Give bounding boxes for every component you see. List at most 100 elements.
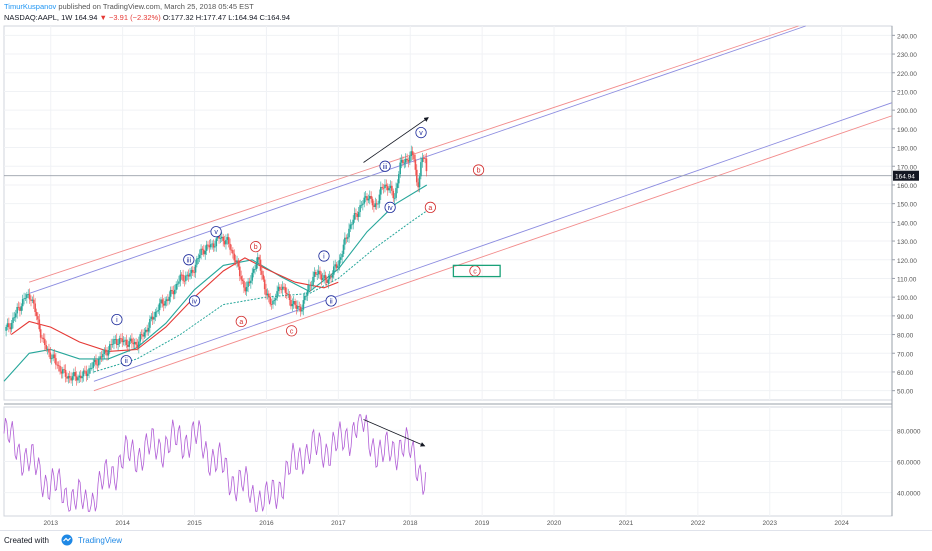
candle-body [363, 197, 366, 204]
candle-body [85, 371, 88, 376]
candle-body [209, 244, 212, 248]
candle-body [35, 311, 38, 317]
last-price-label: 164.94 [895, 174, 915, 181]
wave-label-circle [424, 201, 436, 213]
candle-body [243, 281, 245, 288]
author-link[interactable]: TimurKuspanov [4, 2, 57, 11]
candle-body [10, 322, 13, 330]
candle-body [61, 369, 64, 374]
candle-body [230, 249, 233, 251]
candle-body [254, 269, 256, 270]
candle-body [31, 299, 34, 301]
price-tick-label: 230.00 [897, 52, 917, 59]
candle-body [165, 299, 168, 302]
candle-body [60, 371, 63, 374]
candle-body [122, 340, 125, 343]
candle-body [84, 370, 86, 372]
candle-body [167, 299, 169, 301]
rsi-tick-label: 40.0000 [897, 491, 921, 498]
candle-body [107, 350, 110, 356]
price-change: ▼ −3.91 (−2.32%) [99, 13, 161, 22]
time-tick-label: 2022 [691, 520, 706, 527]
candle-body [362, 203, 364, 205]
candle-body [86, 373, 89, 376]
candle-body [73, 372, 75, 377]
time-tick-label: 2016 [259, 520, 274, 527]
chart-grid [3, 25, 893, 517]
candle-body [115, 339, 118, 345]
candle-body [34, 303, 36, 312]
wave-label: b [477, 167, 481, 174]
candle-body [140, 334, 143, 335]
price-tick-label: 70.00 [897, 351, 914, 358]
wave-label: v [214, 229, 218, 236]
candle-body [317, 270, 320, 275]
candle-body [277, 286, 280, 292]
candle-body [125, 339, 128, 345]
price-tick-label: 190.00 [897, 127, 917, 134]
candle-body [162, 303, 165, 306]
price-tick-label: 80.00 [897, 333, 914, 340]
candle-body [386, 186, 389, 191]
candle-body [21, 299, 24, 307]
candle-body [24, 297, 27, 299]
candle-body [250, 280, 252, 284]
time-tick-label: 2015 [187, 520, 202, 527]
candle-body [273, 300, 276, 301]
candle-body [404, 158, 407, 163]
candle-body [183, 280, 186, 282]
candle-body [398, 174, 400, 184]
candle-body [352, 219, 354, 225]
candle-body [236, 260, 238, 263]
candle-body [280, 289, 283, 291]
candle-body [79, 375, 82, 379]
candle-body [153, 317, 155, 320]
candle-body [225, 239, 227, 245]
candle-body [144, 329, 147, 333]
price-tick-label: 200.00 [897, 108, 917, 115]
wave-label-circle [318, 250, 330, 262]
publish-info: published on TradingView.com, March 25, … [58, 2, 254, 11]
wave-label-circle [188, 295, 201, 307]
price-tick-label: 150.00 [897, 202, 917, 209]
candle-body [359, 205, 361, 213]
time-tick-label: 2021 [619, 520, 634, 527]
candle-body [346, 237, 349, 239]
candle-body [407, 160, 410, 162]
candle-body [373, 205, 375, 208]
price-tick-label: 110.00 [897, 276, 917, 283]
candle-body [413, 154, 415, 160]
candle-body [281, 286, 284, 290]
time-tick-label: 2014 [115, 520, 130, 527]
candle-body [326, 280, 328, 283]
candle-body [396, 183, 399, 189]
wave-label: i [116, 317, 118, 324]
candle-body [406, 158, 408, 161]
candle-body [49, 352, 52, 359]
candle-body [149, 318, 151, 328]
candle-body [218, 235, 220, 239]
candle-body [306, 290, 309, 296]
candle-body [82, 370, 85, 377]
candle-body [420, 162, 422, 177]
candle-body [168, 296, 171, 301]
price-tick-label: 120.00 [897, 258, 917, 265]
candle-body [198, 254, 201, 259]
candle-body [169, 289, 172, 297]
candle-body [99, 356, 101, 360]
candle-body [100, 356, 103, 358]
last-price-badge [893, 170, 919, 181]
price-tick-label: 140.00 [897, 220, 917, 227]
candle-body [342, 244, 345, 255]
candle-body [321, 278, 324, 280]
wave-label: b [254, 244, 258, 251]
candle-body [323, 275, 325, 279]
rsi-tick-label: 80.0000 [897, 428, 921, 435]
price-tick-label: 60.00 [897, 370, 914, 377]
candle-body [28, 294, 31, 300]
candle-body [356, 213, 359, 217]
candle-body [279, 286, 281, 290]
tradingview-link[interactable]: TradingView [78, 536, 123, 545]
candle-body [178, 281, 180, 284]
